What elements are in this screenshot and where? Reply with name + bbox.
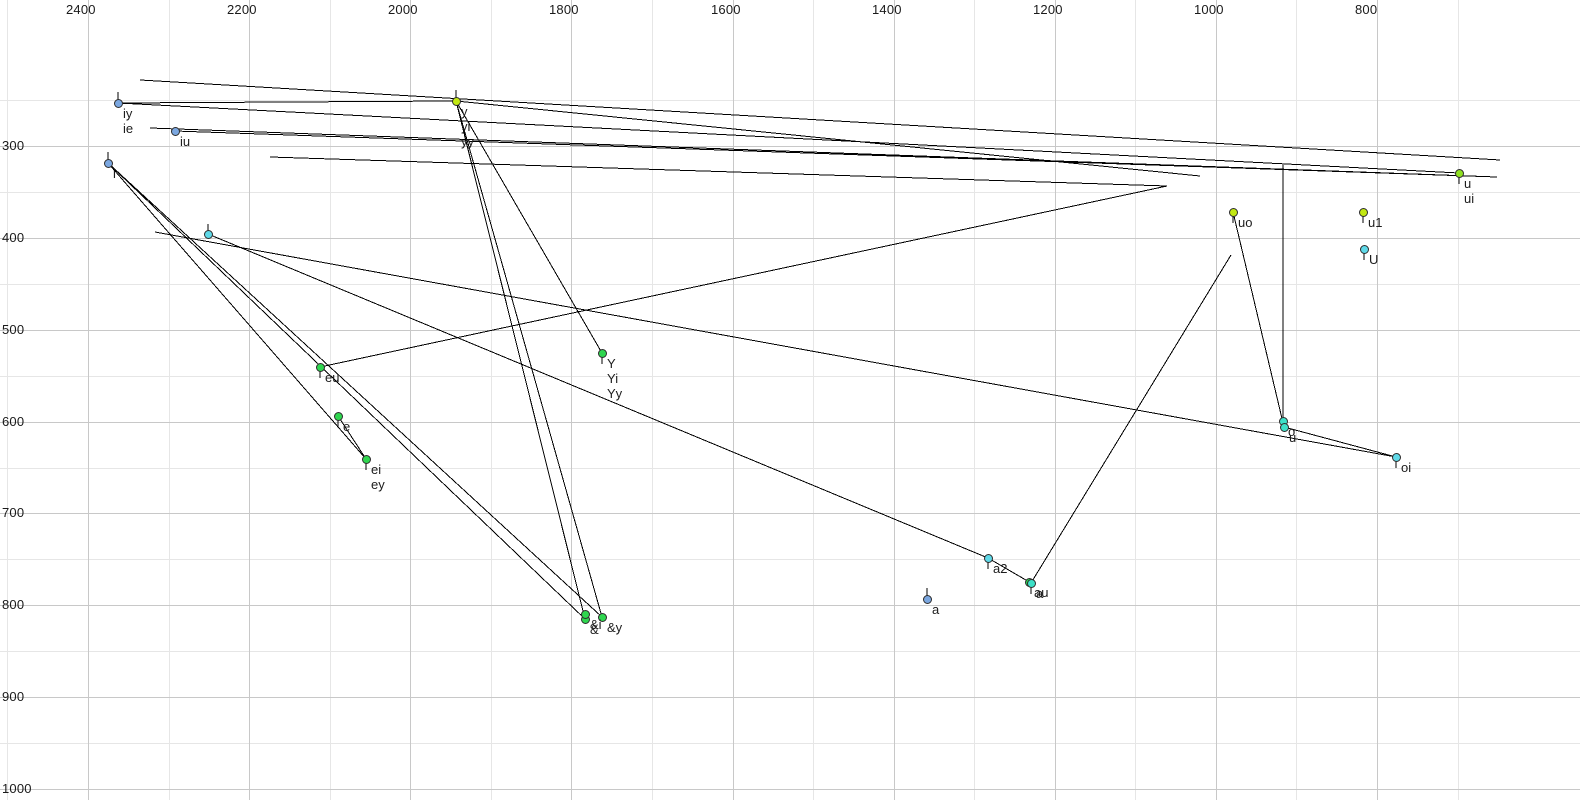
vowel-point-u[interactable]: [1454, 168, 1464, 178]
vowel-point-uo[interactable]: [1228, 207, 1238, 217]
y-tick-label-1000: 1000: [2, 781, 32, 796]
y-tick-label-400: 400: [2, 230, 25, 245]
vowel-point-a2[interactable]: [983, 553, 993, 563]
vowel-connector-lines: [107, 79, 1501, 620]
vowel-point-u1[interactable]: [1358, 207, 1368, 217]
vowel-point-Y[interactable]: [597, 348, 607, 358]
y-tick-label-300: 300: [2, 138, 25, 153]
vowel-point-ei[interactable]: [361, 454, 371, 464]
y-tick-label-900: 900: [2, 689, 25, 704]
x-tick-label-1200: 1200: [1033, 2, 1063, 17]
vowel-point-oi[interactable]: [1391, 452, 1401, 462]
x-tick-label-1400: 1400: [872, 2, 902, 17]
vowel-point-&y[interactable]: [597, 612, 607, 622]
x-tick-label-800: 800: [1355, 2, 1378, 17]
vowel-point-iy[interactable]: [113, 98, 123, 108]
vowel-point-e[interactable]: [333, 411, 343, 421]
x-tick-label-1600: 1600: [711, 2, 741, 17]
vowel-point-a[interactable]: [922, 594, 932, 604]
y-tick-label-500: 500: [2, 322, 25, 337]
y-tick-label-700: 700: [2, 505, 25, 520]
vowel-point-u[interactable]: [1279, 422, 1289, 432]
vowel-point-eu[interactable]: [315, 362, 325, 372]
vowel-point-&i[interactable]: [580, 609, 590, 619]
y-tick-label-600: 600: [2, 414, 25, 429]
x-tick-label-1000: 1000: [1194, 2, 1224, 17]
vowel-point-a[interactable]: [1026, 578, 1036, 588]
vowel-point-i[interactable]: [103, 158, 113, 168]
vowel-point-U[interactable]: [1359, 244, 1369, 254]
x-tick-label-2400: 2400: [66, 2, 96, 17]
vowel-point[interactable]: [203, 229, 213, 239]
x-tick-label-1800: 1800: [549, 2, 579, 17]
y-tick-label-800: 800: [2, 597, 25, 612]
vowel-point-iu[interactable]: [170, 126, 180, 136]
x-tick-label-2000: 2000: [388, 2, 418, 17]
vowel-point-y[interactable]: [451, 96, 461, 106]
x-tick-label-2200: 2200: [227, 2, 257, 17]
